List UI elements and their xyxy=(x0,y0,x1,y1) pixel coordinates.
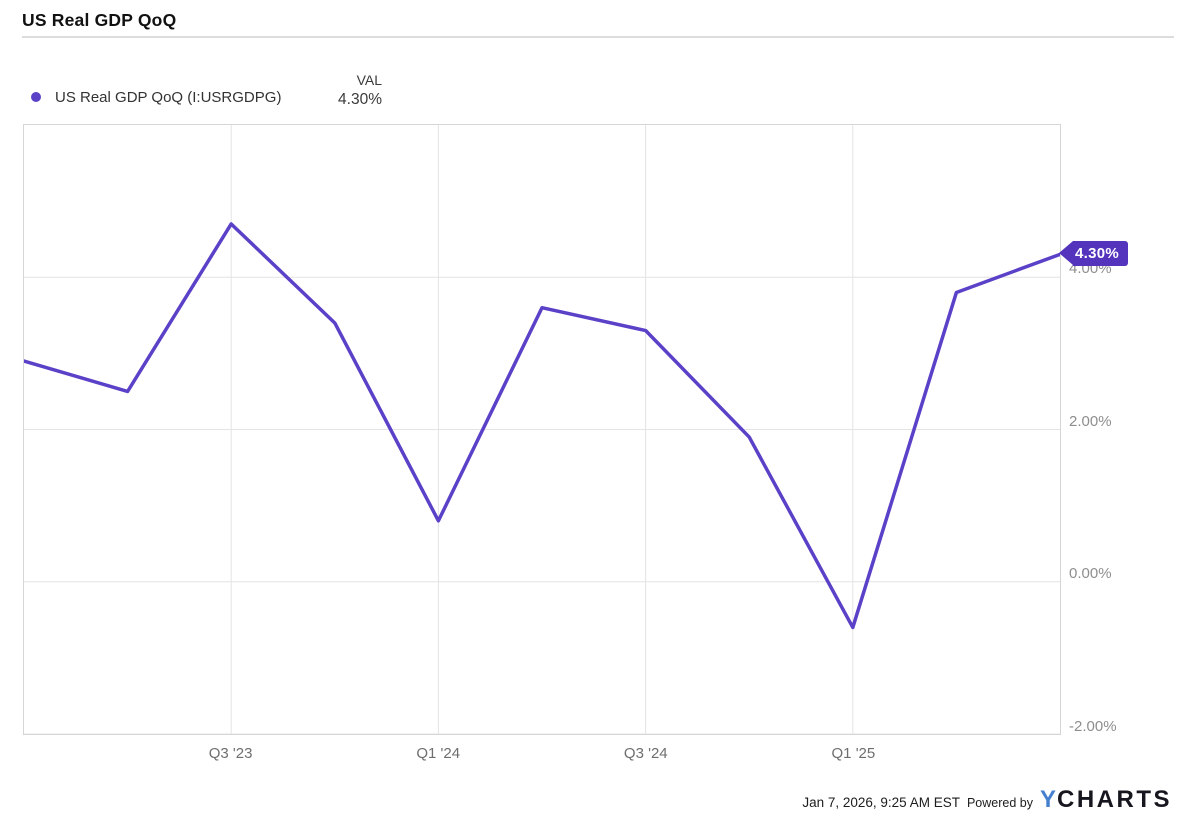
x-axis-tick-label: Q3 '24 xyxy=(623,745,668,762)
y-axis-tick-label: -2.00% xyxy=(1069,718,1117,735)
last-value-badge: 4.30% xyxy=(1059,241,1129,267)
badge-arrow-icon xyxy=(1059,241,1073,266)
gdp-series-line xyxy=(24,222,1060,630)
powered-by-label: Powered by xyxy=(966,796,1033,810)
legend-current-value: 4.30% xyxy=(338,91,382,108)
x-axis-tick-label: Q1 '24 xyxy=(416,745,461,762)
legend-value-header: VAL xyxy=(356,72,382,88)
ycharts-logo-y: Y xyxy=(1039,786,1056,813)
y-axis-tick-label: 2.00% xyxy=(1069,412,1112,430)
legend-value-column: VAL 4.30% xyxy=(270,71,382,109)
footer: Jan 7, 2026, 9:25 AM EST Powered by YCHA… xyxy=(802,786,1172,814)
y-axis-tick-label: 0.00% xyxy=(1069,565,1112,583)
ycharts-logo-charts: CHARTS xyxy=(1057,786,1172,813)
gdp-line-chart xyxy=(24,125,1060,734)
title-divider xyxy=(22,36,1174,38)
footer-timestamp: Jan 7, 2026, 9:25 AM EST xyxy=(802,795,960,810)
series-dot-icon xyxy=(31,92,41,102)
chart-plot-area xyxy=(23,124,1061,735)
x-axis-tick-label: Q1 '25 xyxy=(831,745,876,762)
legend-series-label: US Real GDP QoQ (I:USRGDPG) xyxy=(55,89,282,106)
ycharts-logo[interactable]: YCHARTS xyxy=(1040,786,1172,814)
page-title: US Real GDP QoQ xyxy=(22,10,177,30)
x-axis-tick-label: Q3 '23 xyxy=(208,745,253,762)
badge-value-label: 4.30% xyxy=(1073,241,1129,267)
